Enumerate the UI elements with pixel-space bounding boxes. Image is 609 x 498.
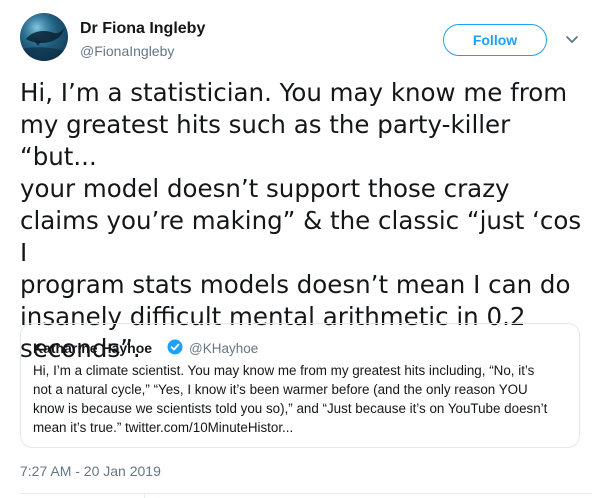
verified-badge-icon: [167, 339, 183, 355]
divider: [20, 493, 592, 494]
quoted-tweet-card[interactable]: Katharine Hayhoe @KHayhoe Hi, I’m a clim…: [20, 323, 580, 448]
avatar[interactable]: [20, 13, 68, 61]
author-handle[interactable]: @FionaIngleby: [80, 43, 175, 59]
follow-button[interactable]: Follow: [443, 24, 547, 56]
quoted-author-handle: @KHayhoe: [189, 341, 259, 356]
author-name[interactable]: Dr Fiona Ingleby: [80, 20, 206, 37]
tweet-text: Hi, I’m a statistician. You may know me …: [20, 78, 582, 363]
quoted-tweet-text: Hi, I’m a climate scientist. You may kno…: [33, 363, 548, 435]
quoted-author-name: Katharine Hayhoe: [33, 340, 153, 356]
divider-tick: [144, 493, 145, 498]
chevron-down-icon[interactable]: [565, 35, 579, 45]
tweet-timestamp[interactable]: 7:27 AM - 20 Jan 2019: [20, 463, 161, 479]
